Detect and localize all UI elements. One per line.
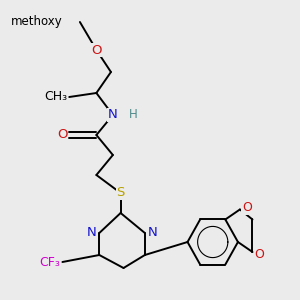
Text: methoxy: methoxy (11, 16, 62, 28)
Text: N: N (108, 109, 118, 122)
Text: O: O (91, 44, 102, 56)
Text: O: O (242, 201, 252, 214)
Text: N: N (148, 226, 158, 239)
Text: S: S (116, 187, 125, 200)
Text: O: O (254, 248, 264, 260)
Text: O: O (57, 128, 67, 142)
Text: H: H (129, 109, 138, 122)
Text: N: N (87, 226, 96, 239)
Text: CF₃: CF₃ (40, 256, 61, 268)
Text: CH₃: CH₃ (44, 91, 67, 103)
